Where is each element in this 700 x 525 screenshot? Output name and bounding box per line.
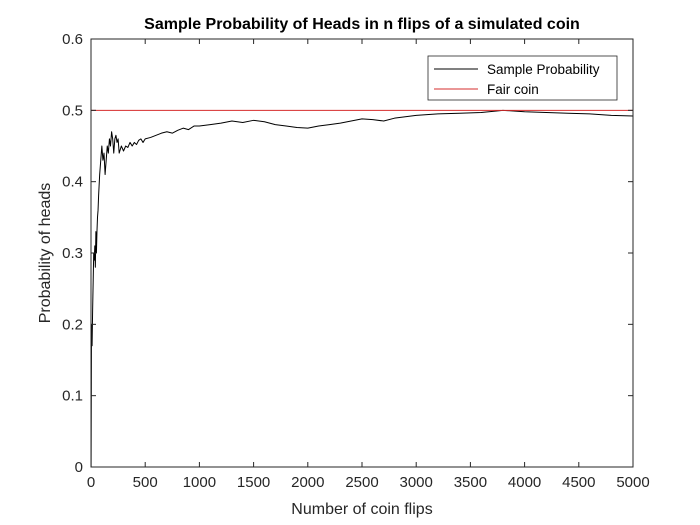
- y-axis-label: Probability of heads: [37, 183, 54, 324]
- x-tick-label: 4000: [508, 474, 541, 491]
- y-tick-label: 0.1: [62, 388, 83, 405]
- x-tick-label: 0: [87, 474, 95, 491]
- legend-box: [427, 55, 618, 101]
- x-axis-ticks: 0 500 1000 1500 2000 2500 3000 3500 4000 4500 5000: [87, 39, 650, 491]
- y-tick-label: 0: [75, 459, 83, 476]
- series-layer: [90, 109, 634, 468]
- y-tick-label: 0.4: [62, 174, 83, 191]
- legend-label-fair-coin: Fair coin: [487, 82, 539, 97]
- x-tick-label: 2500: [345, 474, 378, 491]
- y-tick-label: 0.3: [62, 245, 83, 262]
- y-tick-label: 0.2: [62, 316, 83, 333]
- x-axis-label: Number of coin flips: [291, 501, 432, 518]
- x-tick-label: 2000: [291, 474, 324, 491]
- x-tick-label: 3000: [400, 474, 433, 491]
- x-tick-label: 5000: [616, 474, 649, 491]
- chart-title: Sample Probability of Heads in n flips o…: [144, 16, 580, 33]
- x-tick-label: 3500: [454, 474, 487, 491]
- x-tick-label: 1000: [183, 474, 216, 491]
- x-tick-label: 500: [133, 474, 158, 491]
- x-tick-label: 1500: [237, 474, 270, 491]
- y-tick-label: 0.5: [62, 102, 83, 119]
- legend-label-sample-probability: Sample Probability: [487, 62, 600, 77]
- y-axis-ticks: 0 0.1 0.2 0.3 0.4 0.5 0.6: [62, 31, 633, 476]
- series-line-sample-probability: [90, 109, 634, 468]
- x-tick-label: 4500: [562, 474, 595, 491]
- plot-area: [91, 39, 633, 467]
- legend: Sample Probability Fair coin: [427, 55, 618, 101]
- y-tick-label: 0.6: [62, 31, 83, 48]
